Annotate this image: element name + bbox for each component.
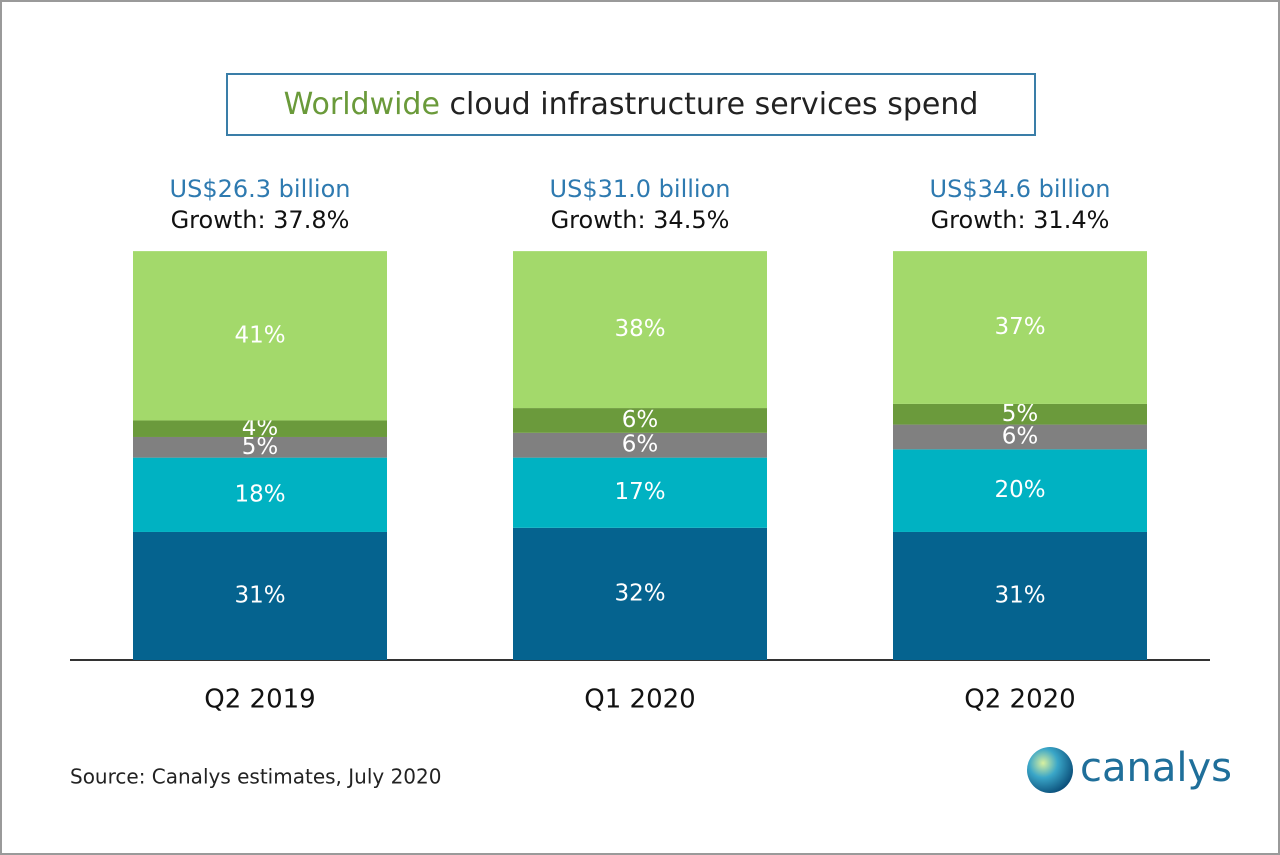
bar-segment [893,403,1147,425]
bar-segment [133,457,387,532]
chart-title: Worldwide cloud infrastructure services … [284,87,979,122]
bar-segment [893,531,1147,660]
data-label: 5% [242,434,279,460]
spend-annotation: US$31.0 billion [550,175,731,203]
source: Source: Canalys estimates, July 2020 [70,765,441,789]
data-label: 37% [994,314,1045,340]
data-label: 5% [1002,401,1039,427]
bar-segment [133,420,387,437]
data-label: 20% [994,477,1045,503]
title-box [226,73,1036,136]
bar-segment [513,432,767,458]
spend-annotation: US$34.6 billion [930,175,1111,203]
data-label: 18% [234,481,285,507]
data-label: 32% [614,580,665,606]
bar-segment [513,527,767,660]
bar-segment [893,251,1147,404]
brand: canalys [1080,745,1232,791]
bar-segment [133,436,387,458]
data-label: 31% [994,582,1045,608]
growth-annotation: Growth: 34.5% [551,206,730,234]
bar-segment [513,457,767,528]
data-label: 6% [622,432,659,458]
growth-annotation: Growth: 31.4% [931,206,1110,234]
title-rest: cloud infrastructure services spend [449,87,978,122]
title-highlight: Worldwide [284,87,440,122]
growth-annotation: Growth: 37.8% [171,206,350,234]
data-label: 41% [234,322,285,348]
data-label: 6% [622,407,659,433]
bar-segment [133,251,387,421]
bar-segment [513,408,767,433]
logo-globe [1027,747,1073,793]
bar-segment [893,424,1147,450]
bar-segment [893,449,1147,532]
spend-annotation: US$26.3 billion [170,175,351,203]
data-label: 38% [614,316,665,342]
bar-segment [513,251,767,409]
data-label: 17% [614,479,665,505]
x-tick-label: Q2 2020 [964,685,1075,715]
data-label: 6% [1002,423,1039,449]
bar-segment [133,531,387,660]
x-tick-label: Q2 2019 [204,685,315,715]
data-label: 31% [234,582,285,608]
x-tick-label: Q1 2020 [584,685,695,715]
